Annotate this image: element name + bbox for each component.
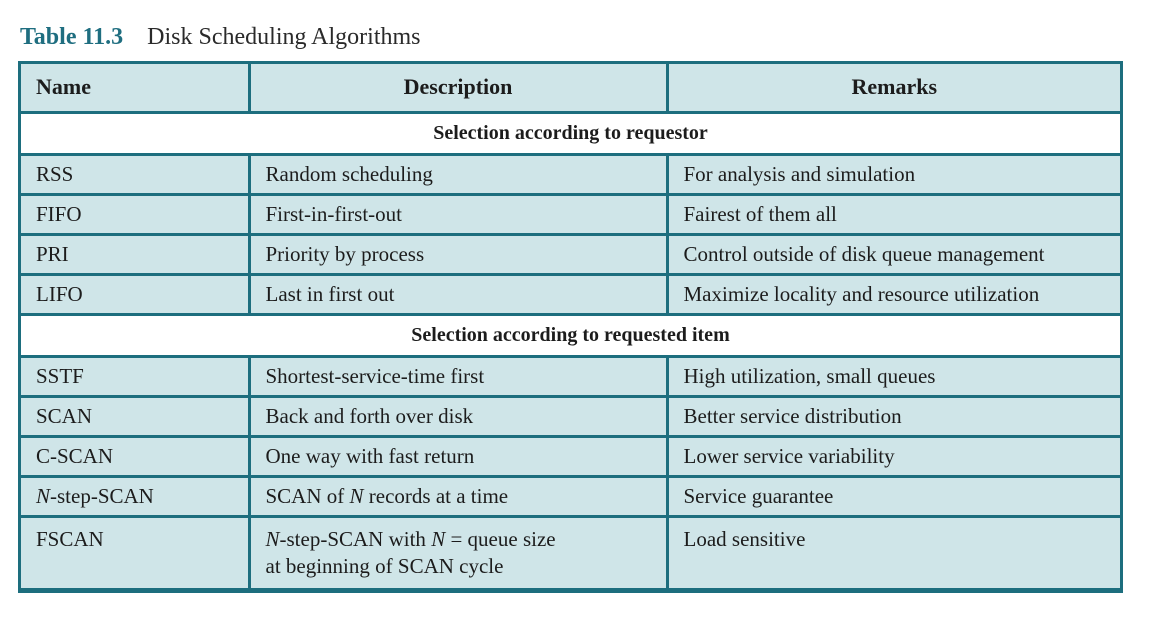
table-row: C-SCAN One way with fast return Lower se… (21, 434, 1120, 478)
disk-scheduling-table: Name Description Remarks Selection accor… (21, 64, 1120, 588)
cell-description-line: N-step-SCAN with N = queue size (266, 526, 651, 553)
cell-description: First-in-first-out (247, 192, 669, 236)
cell-name-rest: -step-SCAN (50, 483, 154, 508)
cell-name: RSS (21, 152, 251, 196)
cell-description: Priority by process (247, 232, 669, 276)
cell-description-part: SCAN of (265, 483, 350, 508)
cell-remarks: Service guarantee (665, 474, 1120, 518)
cell-name: C-SCAN (21, 434, 251, 478)
cell-remarks: Lower service variability (665, 434, 1120, 478)
cell-description-italic: N (265, 526, 280, 551)
cell-name: SCAN (21, 394, 251, 438)
table-row: RSS Random scheduling For analysis and s… (21, 152, 1120, 196)
section-row: Selection according to requestor (21, 110, 1120, 156)
table-row: N-step-SCAN SCAN of N records at a time … (21, 474, 1120, 518)
cell-remarks: For analysis and simulation (665, 152, 1120, 196)
cell-name: N-step-SCAN (21, 474, 251, 518)
cell-remarks: Better service distribution (665, 394, 1120, 438)
cell-remarks: Fairest of them all (665, 192, 1120, 236)
cell-name: PRI (21, 232, 251, 276)
cell-description: Last in first out (247, 272, 669, 316)
table-row: PRI Priority by process Control outside … (21, 232, 1120, 276)
header-row: Name Description Remarks (21, 64, 1120, 114)
table-row: FSCAN N-step-SCAN with N = queue size at… (21, 514, 1120, 588)
cell-name: LIFO (21, 272, 251, 316)
header-name: Name (21, 64, 251, 114)
table-row: SSTF Shortest-service-time first High ut… (21, 354, 1120, 398)
cell-description: One way with fast return (247, 434, 669, 478)
cell-description: N-step-SCAN with N = queue size at begin… (247, 514, 669, 588)
cell-remarks: Load sensitive (665, 514, 1120, 588)
header-description: Description (247, 64, 669, 114)
section-row: Selection according to requested item (21, 312, 1120, 358)
table-number: Table 11.3 (20, 23, 124, 50)
section-title: Selection according to requested item (21, 312, 1120, 358)
cell-description: Random scheduling (247, 152, 669, 196)
cell-remarks: Control outside of disk queue management (665, 232, 1120, 276)
cell-description-part: records at a time (363, 483, 509, 508)
table-row: SCAN Back and forth over disk Better ser… (21, 394, 1120, 438)
cell-description-italic: N (349, 483, 364, 508)
cell-name: SSTF (21, 354, 251, 398)
cell-remarks: Maximize locality and resource utilizati… (665, 272, 1120, 316)
header-remarks: Remarks (665, 64, 1120, 114)
cell-description: Shortest-service-time first (247, 354, 669, 398)
cell-description: Back and forth over disk (247, 394, 669, 438)
cell-remarks: High utilization, small queues (665, 354, 1120, 398)
section-title: Selection according to requestor (21, 110, 1120, 156)
table-row: LIFO Last in first out Maximize locality… (21, 272, 1120, 316)
cell-name-italic: N (36, 483, 51, 508)
cell-description-part: -step-SCAN with (279, 526, 432, 551)
table-frame: Name Description Remarks Selection accor… (18, 61, 1123, 593)
cell-name: FIFO (21, 192, 251, 236)
cell-description-part: = queue size (445, 526, 556, 551)
cell-description-line: at beginning of SCAN cycle (265, 553, 504, 578)
cell-name: FSCAN (21, 514, 251, 588)
table-caption: Table 11.3 Disk Scheduling Algorithms (20, 20, 421, 54)
table-title: Disk Scheduling Algorithms (147, 23, 421, 50)
cell-description-italic: N (431, 526, 446, 551)
cell-description: SCAN of N records at a time (247, 474, 669, 518)
table-row: FIFO First-in-first-out Fairest of them … (21, 192, 1120, 236)
